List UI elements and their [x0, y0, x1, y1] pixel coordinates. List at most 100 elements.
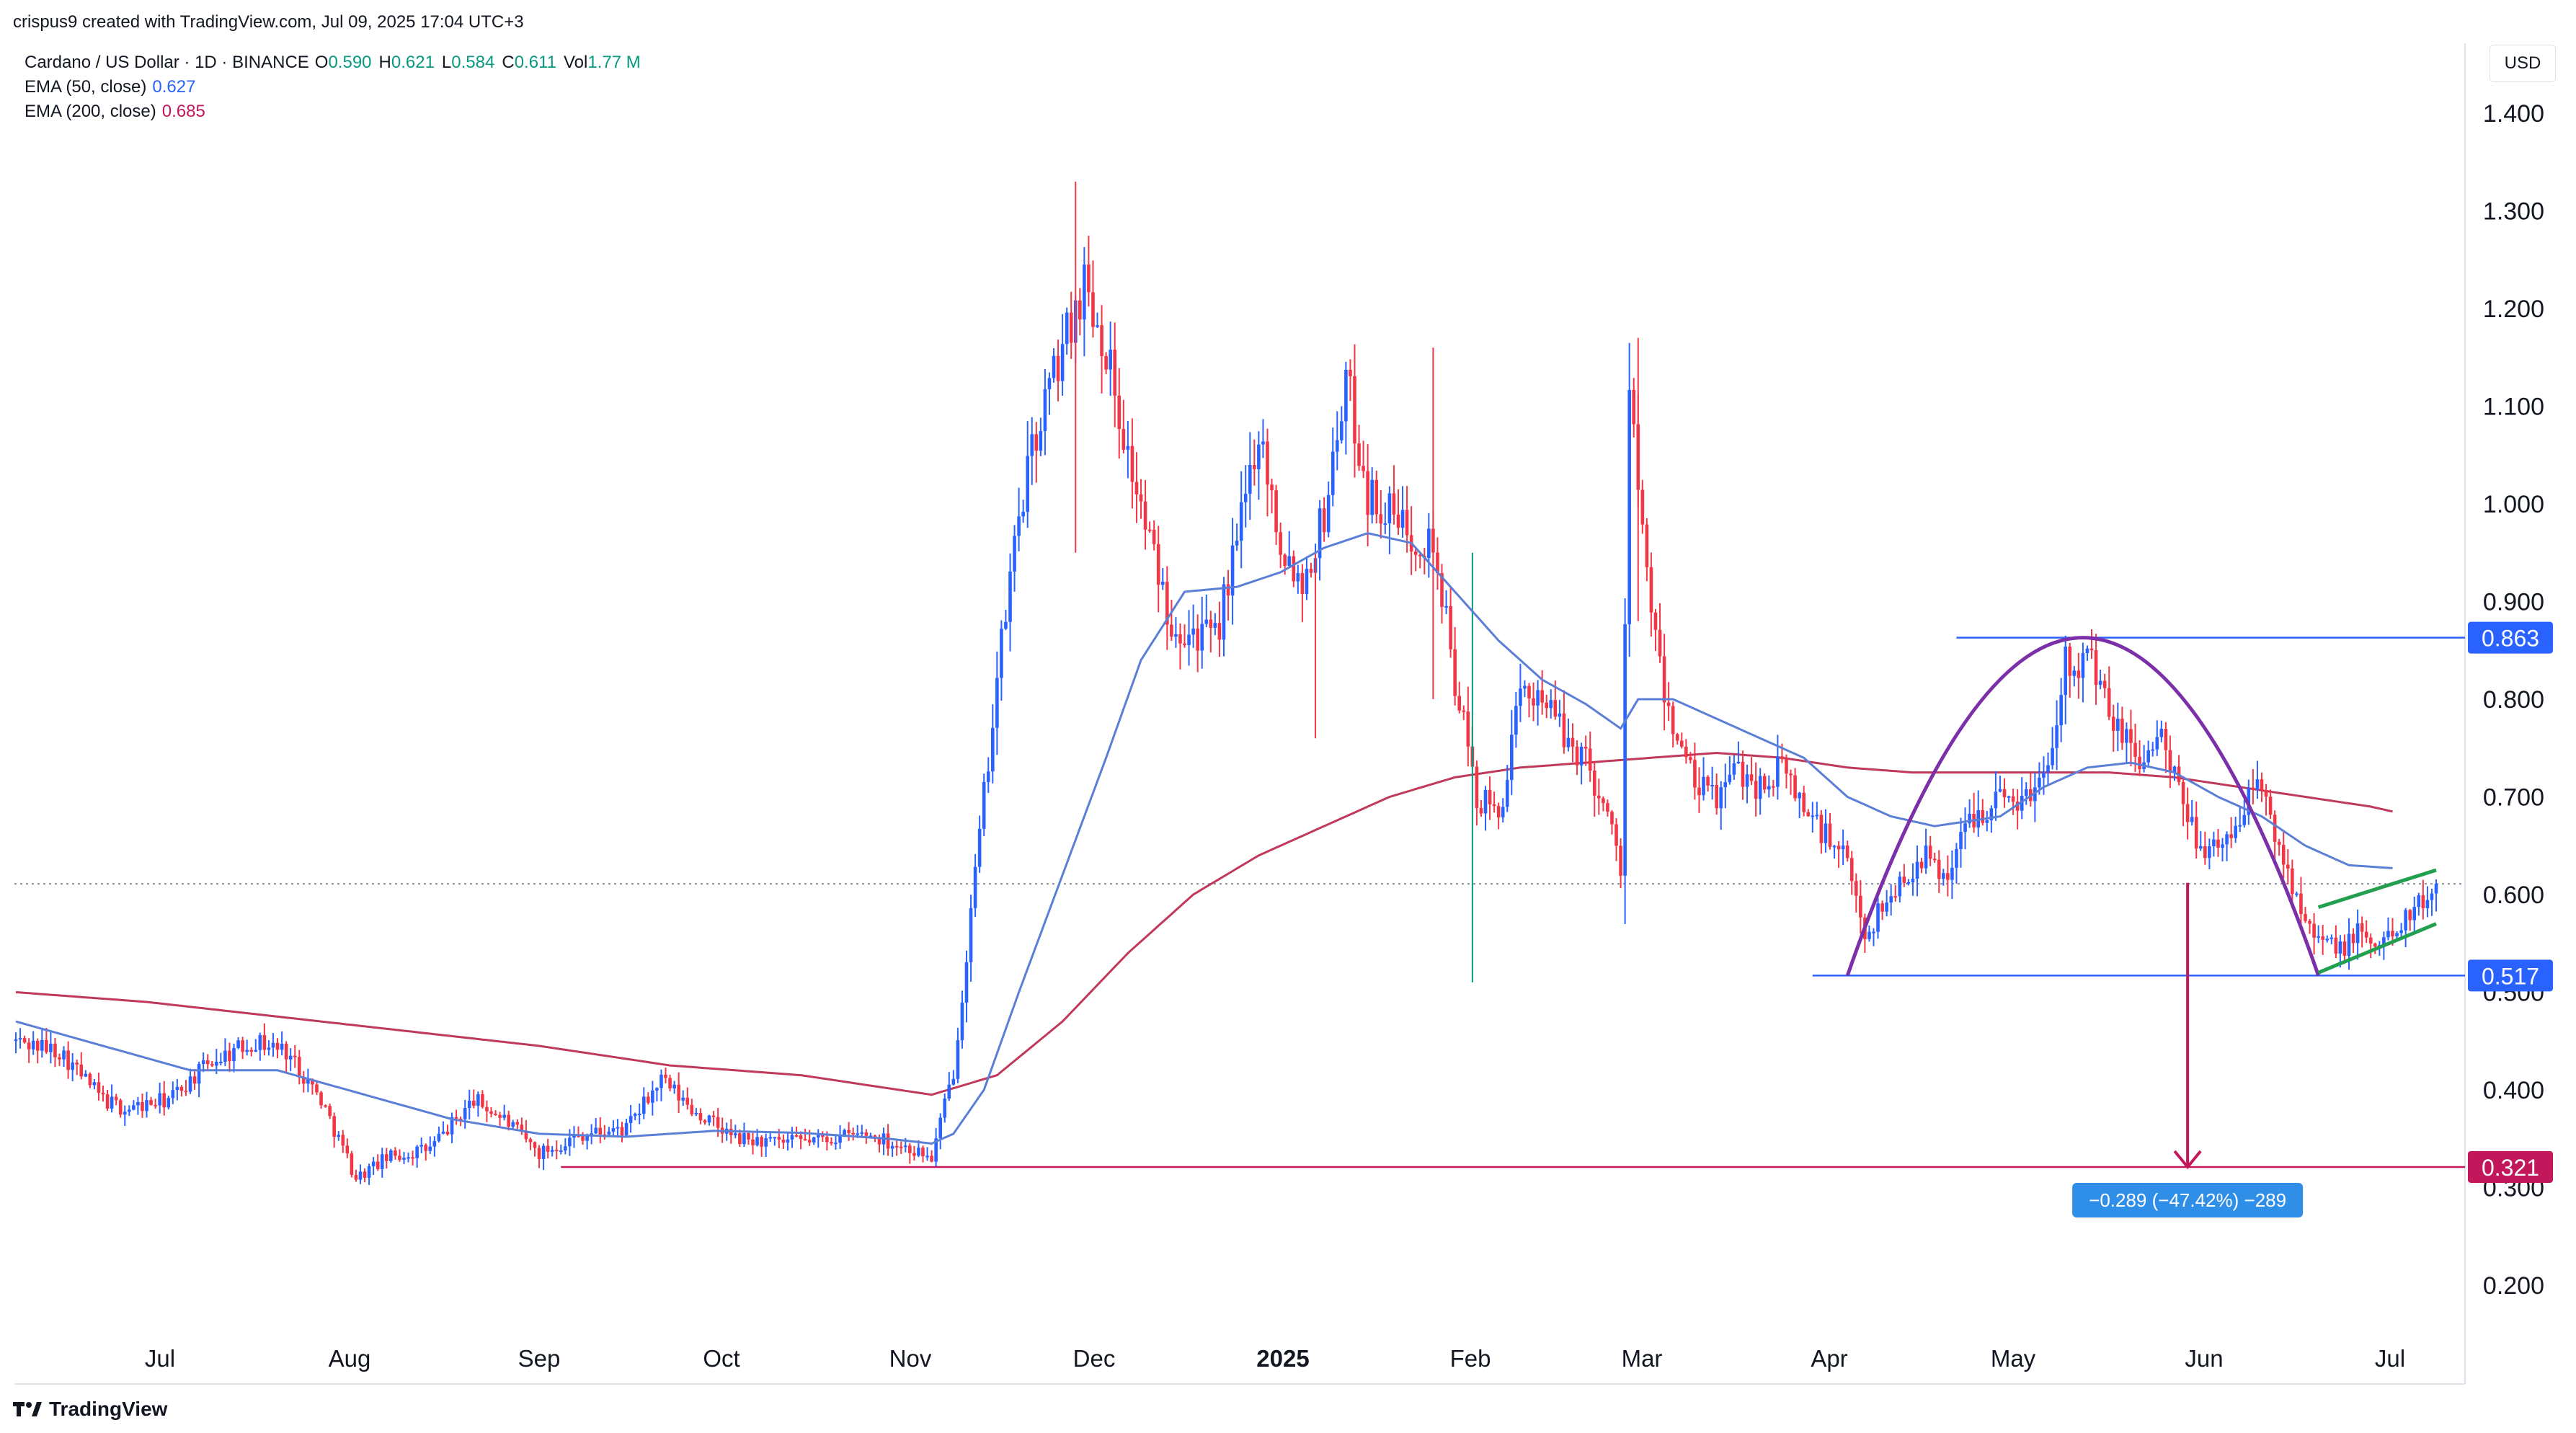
candle-body[interactable]: [350, 1153, 354, 1175]
candle-body[interactable]: [58, 1057, 61, 1060]
candle-body[interactable]: [2417, 895, 2421, 908]
candle-body[interactable]: [437, 1133, 441, 1142]
candle-body[interactable]: [641, 1096, 646, 1114]
candle-body[interactable]: [1152, 529, 1156, 544]
candle-body[interactable]: [424, 1145, 428, 1151]
candle-body[interactable]: [716, 1117, 720, 1128]
candle-body[interactable]: [816, 1133, 820, 1137]
candle-body[interactable]: [738, 1133, 742, 1145]
candle-body[interactable]: [2342, 941, 2347, 957]
candle-body[interactable]: [1165, 582, 1169, 625]
candle-body[interactable]: [1532, 698, 1535, 706]
candle-body[interactable]: [1209, 619, 1213, 628]
candle-body[interactable]: [2072, 670, 2077, 676]
candle-body[interactable]: [1749, 774, 1754, 781]
candle-body[interactable]: [1379, 514, 1383, 524]
candle-body[interactable]: [489, 1111, 493, 1114]
candle-body[interactable]: [1536, 690, 1540, 706]
candle-body[interactable]: [956, 1040, 960, 1079]
candle-body[interactable]: [450, 1117, 454, 1135]
candle-body[interactable]: [524, 1130, 528, 1140]
candle-body[interactable]: [1968, 813, 1971, 824]
candle-body[interactable]: [2194, 817, 2198, 849]
ema200-row[interactable]: EMA (200, close) 0.685: [25, 99, 648, 124]
candle-body[interactable]: [411, 1157, 414, 1159]
candle-body[interactable]: [2268, 797, 2273, 815]
candle-body[interactable]: [2430, 893, 2434, 900]
candle-body[interactable]: [1462, 710, 1466, 712]
candle-body[interactable]: [1383, 523, 1387, 525]
candle-body[interactable]: [1793, 775, 1797, 799]
candle-body[interactable]: [1741, 761, 1745, 787]
candle-body[interactable]: [258, 1034, 262, 1050]
candle-body[interactable]: [2024, 789, 2028, 796]
candle-body[interactable]: [2291, 868, 2294, 895]
candle-body[interactable]: [2255, 779, 2260, 790]
currency-button[interactable]: USD: [2490, 45, 2556, 82]
level-badge-0[interactable]: [2468, 621, 2553, 654]
candle-body[interactable]: [1008, 571, 1012, 622]
candle-body[interactable]: [2146, 750, 2150, 763]
candle-body[interactable]: [1876, 903, 1880, 932]
candle-body[interactable]: [751, 1139, 755, 1145]
candle-body[interactable]: [2347, 933, 2351, 957]
candle-body[interactable]: [1034, 434, 1039, 451]
candle-body[interactable]: [2308, 920, 2311, 924]
candle-body[interactable]: [1562, 713, 1566, 747]
candle-body[interactable]: [1571, 737, 1575, 747]
candle-body[interactable]: [1405, 510, 1409, 536]
candle-body[interactable]: [2386, 931, 2390, 938]
level-badge-2[interactable]: [2468, 1150, 2553, 1183]
candle-body[interactable]: [2077, 670, 2081, 678]
candle-body[interactable]: [22, 1038, 27, 1043]
candle-body[interactable]: [2007, 796, 2011, 798]
candle-body[interactable]: [2382, 937, 2386, 946]
candle-body[interactable]: [2094, 649, 2098, 686]
candle-body[interactable]: [66, 1050, 70, 1070]
candle-body[interactable]: [1789, 773, 1793, 776]
candle-body[interactable]: [1998, 789, 2002, 792]
candle-body[interactable]: [1047, 378, 1052, 389]
candle-body[interactable]: [1326, 494, 1331, 533]
candle-body[interactable]: [241, 1040, 244, 1052]
candle-body[interactable]: [2155, 737, 2159, 750]
candle-body[interactable]: [363, 1171, 367, 1178]
candle-body[interactable]: [1200, 624, 1204, 651]
candle-body[interactable]: [210, 1064, 214, 1066]
candle-body[interactable]: [921, 1148, 925, 1157]
candle-body[interactable]: [407, 1157, 410, 1159]
candle-body[interactable]: [886, 1133, 890, 1149]
candle-body[interactable]: [1906, 882, 1911, 884]
candle-body[interactable]: [1309, 569, 1313, 573]
candle-body[interactable]: [1902, 877, 1906, 883]
candle-body[interactable]: [2373, 943, 2377, 947]
candle-body[interactable]: [175, 1086, 179, 1091]
candle-body[interactable]: [2221, 844, 2224, 848]
candle-body[interactable]: [1287, 556, 1292, 567]
candle-body[interactable]: [384, 1154, 388, 1161]
candle-body[interactable]: [1523, 686, 1527, 689]
candle-body[interactable]: [267, 1047, 271, 1050]
candle-body[interactable]: [1266, 441, 1269, 485]
candle-body[interactable]: [1627, 389, 1631, 624]
candle-body[interactable]: [541, 1145, 546, 1159]
candle-body[interactable]: [2111, 716, 2115, 731]
candle-body[interactable]: [341, 1135, 345, 1146]
candle-body[interactable]: [1715, 784, 1718, 809]
candle-body[interactable]: [236, 1040, 240, 1048]
candle-body[interactable]: [149, 1100, 153, 1105]
candle-body[interactable]: [1619, 846, 1622, 876]
candle-body[interactable]: [834, 1143, 838, 1145]
candle-body[interactable]: [1475, 766, 1479, 809]
candle-body[interactable]: [1693, 760, 1697, 788]
candle-body[interactable]: [864, 1132, 869, 1136]
candle-body[interactable]: [432, 1141, 437, 1147]
candle-body[interactable]: [1671, 706, 1675, 735]
candle-body[interactable]: [1815, 815, 1819, 817]
candle-body[interactable]: [2011, 796, 2015, 802]
candle-body[interactable]: [2020, 795, 2024, 811]
candle-body[interactable]: [1710, 784, 1714, 786]
candle-body[interactable]: [1122, 429, 1126, 450]
candle-body[interactable]: [1413, 551, 1418, 555]
